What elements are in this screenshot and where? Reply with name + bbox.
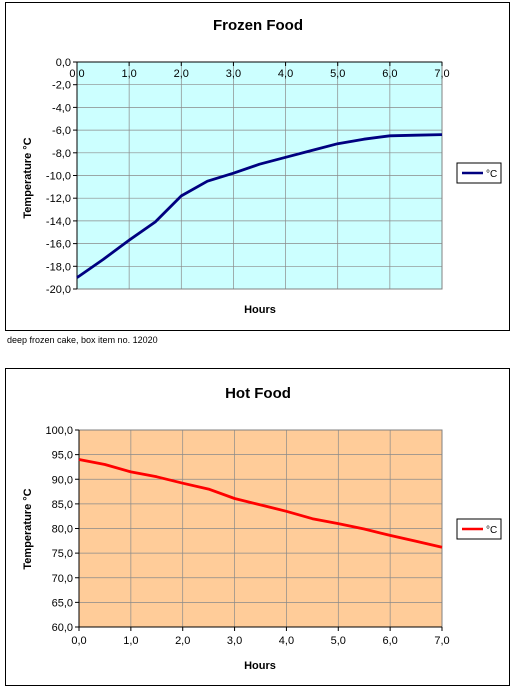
y-tick-label: 0,0 (56, 57, 71, 69)
x-tick-label: 7,0 (434, 68, 449, 80)
y-tick-label: -2,0 (52, 80, 71, 92)
legend: °C (456, 518, 502, 540)
hot-food-chart-svg: Hot Food Temperature °C Hours 100,0 95,0 9… (22, 385, 502, 672)
y-tick-label: -6,0 (52, 125, 71, 137)
series-line (76, 133, 443, 279)
y-tick-label: -16,0 (46, 239, 71, 251)
y-axis-label: Temperature °C (22, 137, 34, 218)
x-axis-label: Hours (244, 660, 276, 672)
x-tick-label: 5,0 (330, 68, 345, 80)
frozen-food-chart: Frozen Food Temperature °C Hours 0,0 -2,0… (5, 2, 510, 331)
x-tick-label: 6,0 (382, 68, 397, 80)
x-tick-label: 2,0 (174, 68, 189, 80)
y-axis-label: Temperature °C (22, 488, 34, 569)
x-axis-label: Hours (244, 304, 276, 316)
x-tick-label: 7,0 (434, 635, 449, 647)
y-tick-label: -8,0 (52, 148, 71, 160)
y-tick-label: 95,0 (52, 450, 73, 462)
x-tick-label: 0,0 (71, 635, 86, 647)
x-tick-label: 4,0 (279, 635, 294, 647)
y-tick-label: 80,0 (52, 524, 73, 536)
y-tick-label: 90,0 (52, 474, 73, 486)
x-tick-label: 2,0 (175, 635, 190, 647)
y-tick-label: -14,0 (46, 216, 71, 228)
y-tick-label: -12,0 (46, 193, 71, 205)
hot-plot-area: 100,0 95,0 90,0 85,0 80,0 75,0 70,0 65,0 60,00,0… (45, 425, 449, 647)
x-tick-label: 6,0 (382, 635, 397, 647)
y-tick-label: -18,0 (46, 261, 71, 273)
y-tick-label: 75,0 (52, 548, 73, 560)
legend-label: °C (486, 525, 497, 536)
legend-label: °C (486, 169, 497, 180)
x-tick-label: 0,0 (69, 68, 84, 80)
y-tick-label: -20,0 (46, 284, 71, 296)
x-tick-label: 4,0 (278, 68, 293, 80)
y-tick-label: -4,0 (52, 102, 71, 114)
y-tick-label: -10,0 (46, 171, 71, 183)
chart-title: Frozen Food (213, 17, 303, 34)
y-tick-label: 100,0 (45, 425, 73, 437)
frozen-plot-area: 0,0-2,0-4,0-6,0-8,0-10,0-12,0-14,0-16,0-… (46, 57, 450, 296)
y-tick-label: 85,0 (52, 499, 73, 511)
frozen-food-chart-svg: Frozen Food Temperature °C Hours 0,0-2,0… (22, 17, 502, 316)
y-tick-label: 60,0 (52, 622, 73, 634)
series-line (78, 458, 443, 549)
x-tick-label: 1,0 (121, 68, 136, 80)
hot-food-chart: Hot Food Temperature °C Hours 100,0 95,0 9… (5, 368, 510, 686)
chart-caption: deep frozen cake, box item no. 12020 (7, 335, 158, 345)
x-tick-label: 1,0 (123, 635, 138, 647)
x-tick-label: 3,0 (227, 635, 242, 647)
y-tick-label: 70,0 (52, 573, 73, 585)
legend: °C (456, 162, 502, 184)
x-tick-label: 5,0 (331, 635, 346, 647)
chart-title: Hot Food (225, 385, 291, 402)
y-tick-label: 65,0 (52, 597, 73, 609)
x-tick-label: 3,0 (226, 68, 241, 80)
